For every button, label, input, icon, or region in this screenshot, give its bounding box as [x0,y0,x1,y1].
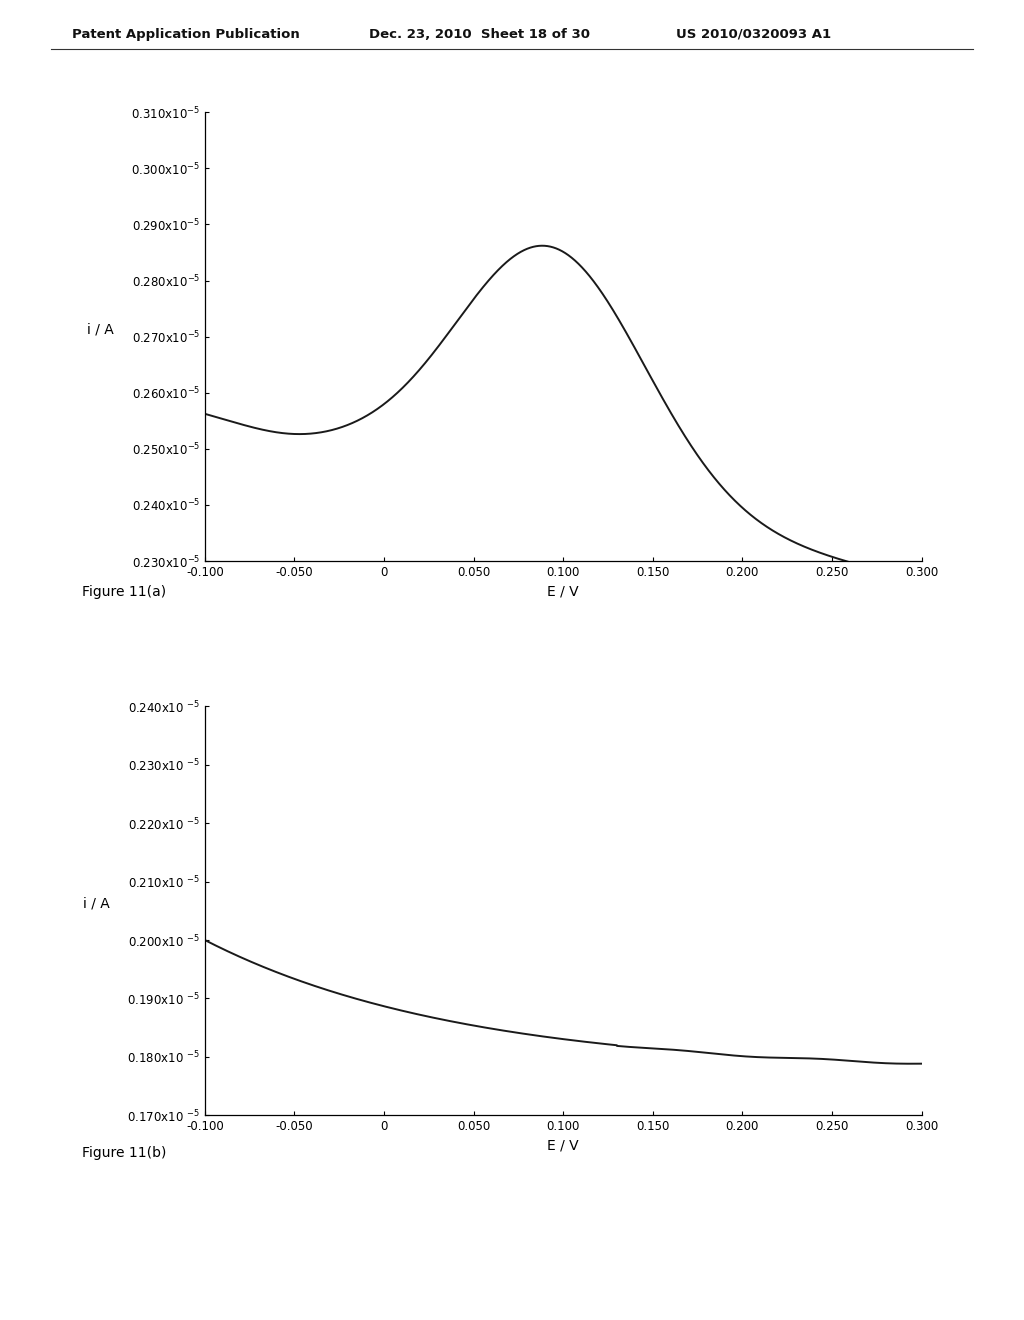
Text: Figure 11(b): Figure 11(b) [82,1146,166,1160]
Text: Figure 11(a): Figure 11(a) [82,585,166,599]
X-axis label: E / V: E / V [548,1139,579,1152]
X-axis label: E / V: E / V [548,585,579,598]
Text: US 2010/0320093 A1: US 2010/0320093 A1 [676,28,830,41]
Y-axis label: i / A: i / A [83,896,110,911]
Y-axis label: i / A: i / A [87,322,114,337]
Text: Patent Application Publication: Patent Application Publication [72,28,299,41]
Text: Dec. 23, 2010  Sheet 18 of 30: Dec. 23, 2010 Sheet 18 of 30 [369,28,590,41]
